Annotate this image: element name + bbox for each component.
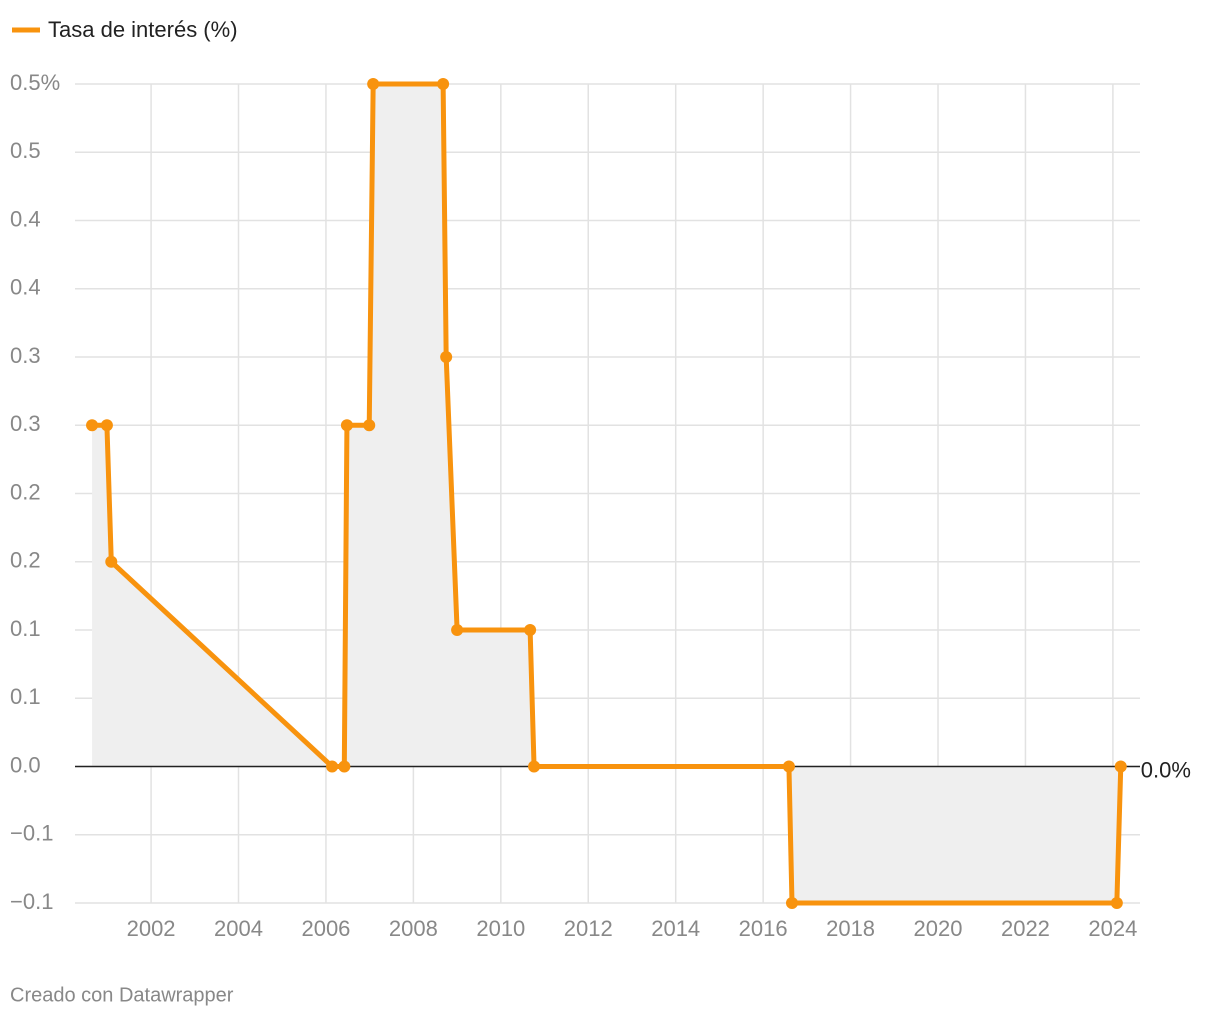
x-tick-label: 2004: [214, 916, 263, 941]
point: [363, 419, 376, 432]
point: [785, 897, 798, 909]
point: [440, 351, 453, 363]
y-tick-label: 0.3: [10, 411, 41, 436]
point: [524, 624, 537, 636]
area: [92, 84, 1121, 903]
point: [340, 419, 353, 432]
x-tick-label: 2008: [389, 916, 438, 941]
x-tick-label: 2016: [739, 916, 788, 941]
x-tick-label: 2012: [564, 916, 613, 941]
end-label: 0.0%: [1141, 757, 1191, 782]
x-tick-label: 2010: [476, 916, 525, 941]
x-tick-label: 2014: [651, 916, 700, 941]
y-tick-label: 0.0: [10, 752, 41, 777]
y-tick-label: 0.1: [10, 684, 41, 709]
x-tick-label: 2018: [826, 916, 875, 941]
y-tick-label: 0.2: [10, 548, 41, 573]
point: [338, 760, 351, 773]
point: [326, 760, 339, 773]
y-tick-label: 0.5%: [10, 70, 60, 95]
x-tick-label: 2002: [127, 916, 176, 941]
x-tick-label: 2022: [1001, 916, 1050, 941]
point: [105, 555, 118, 568]
legend-label: Tasa de interés (%): [48, 17, 238, 42]
point: [451, 624, 464, 636]
x-tick-label: 2006: [301, 916, 350, 941]
y-tick-label: 0.5: [10, 138, 41, 163]
point: [367, 78, 380, 90]
point: [437, 78, 450, 90]
x-tick-label: 2020: [914, 916, 963, 941]
point: [1110, 897, 1123, 909]
point: [1114, 760, 1127, 773]
footer: Creado con Datawrapper: [10, 984, 234, 1006]
y-tick-label: 0.3: [10, 343, 41, 368]
y-tick-label: 0.2: [10, 479, 41, 504]
y-tick-label: −0.1: [10, 821, 53, 846]
point: [86, 419, 99, 432]
point: [528, 760, 541, 773]
point: [782, 760, 795, 773]
y-tick-label: −0.1: [10, 889, 53, 914]
y-tick-label: 0.4: [10, 275, 41, 300]
x-tick-label: 2024: [1088, 916, 1137, 941]
y-tick-label: 0.4: [10, 206, 41, 231]
point: [100, 419, 113, 432]
y-tick-label: 0.1: [10, 616, 41, 641]
